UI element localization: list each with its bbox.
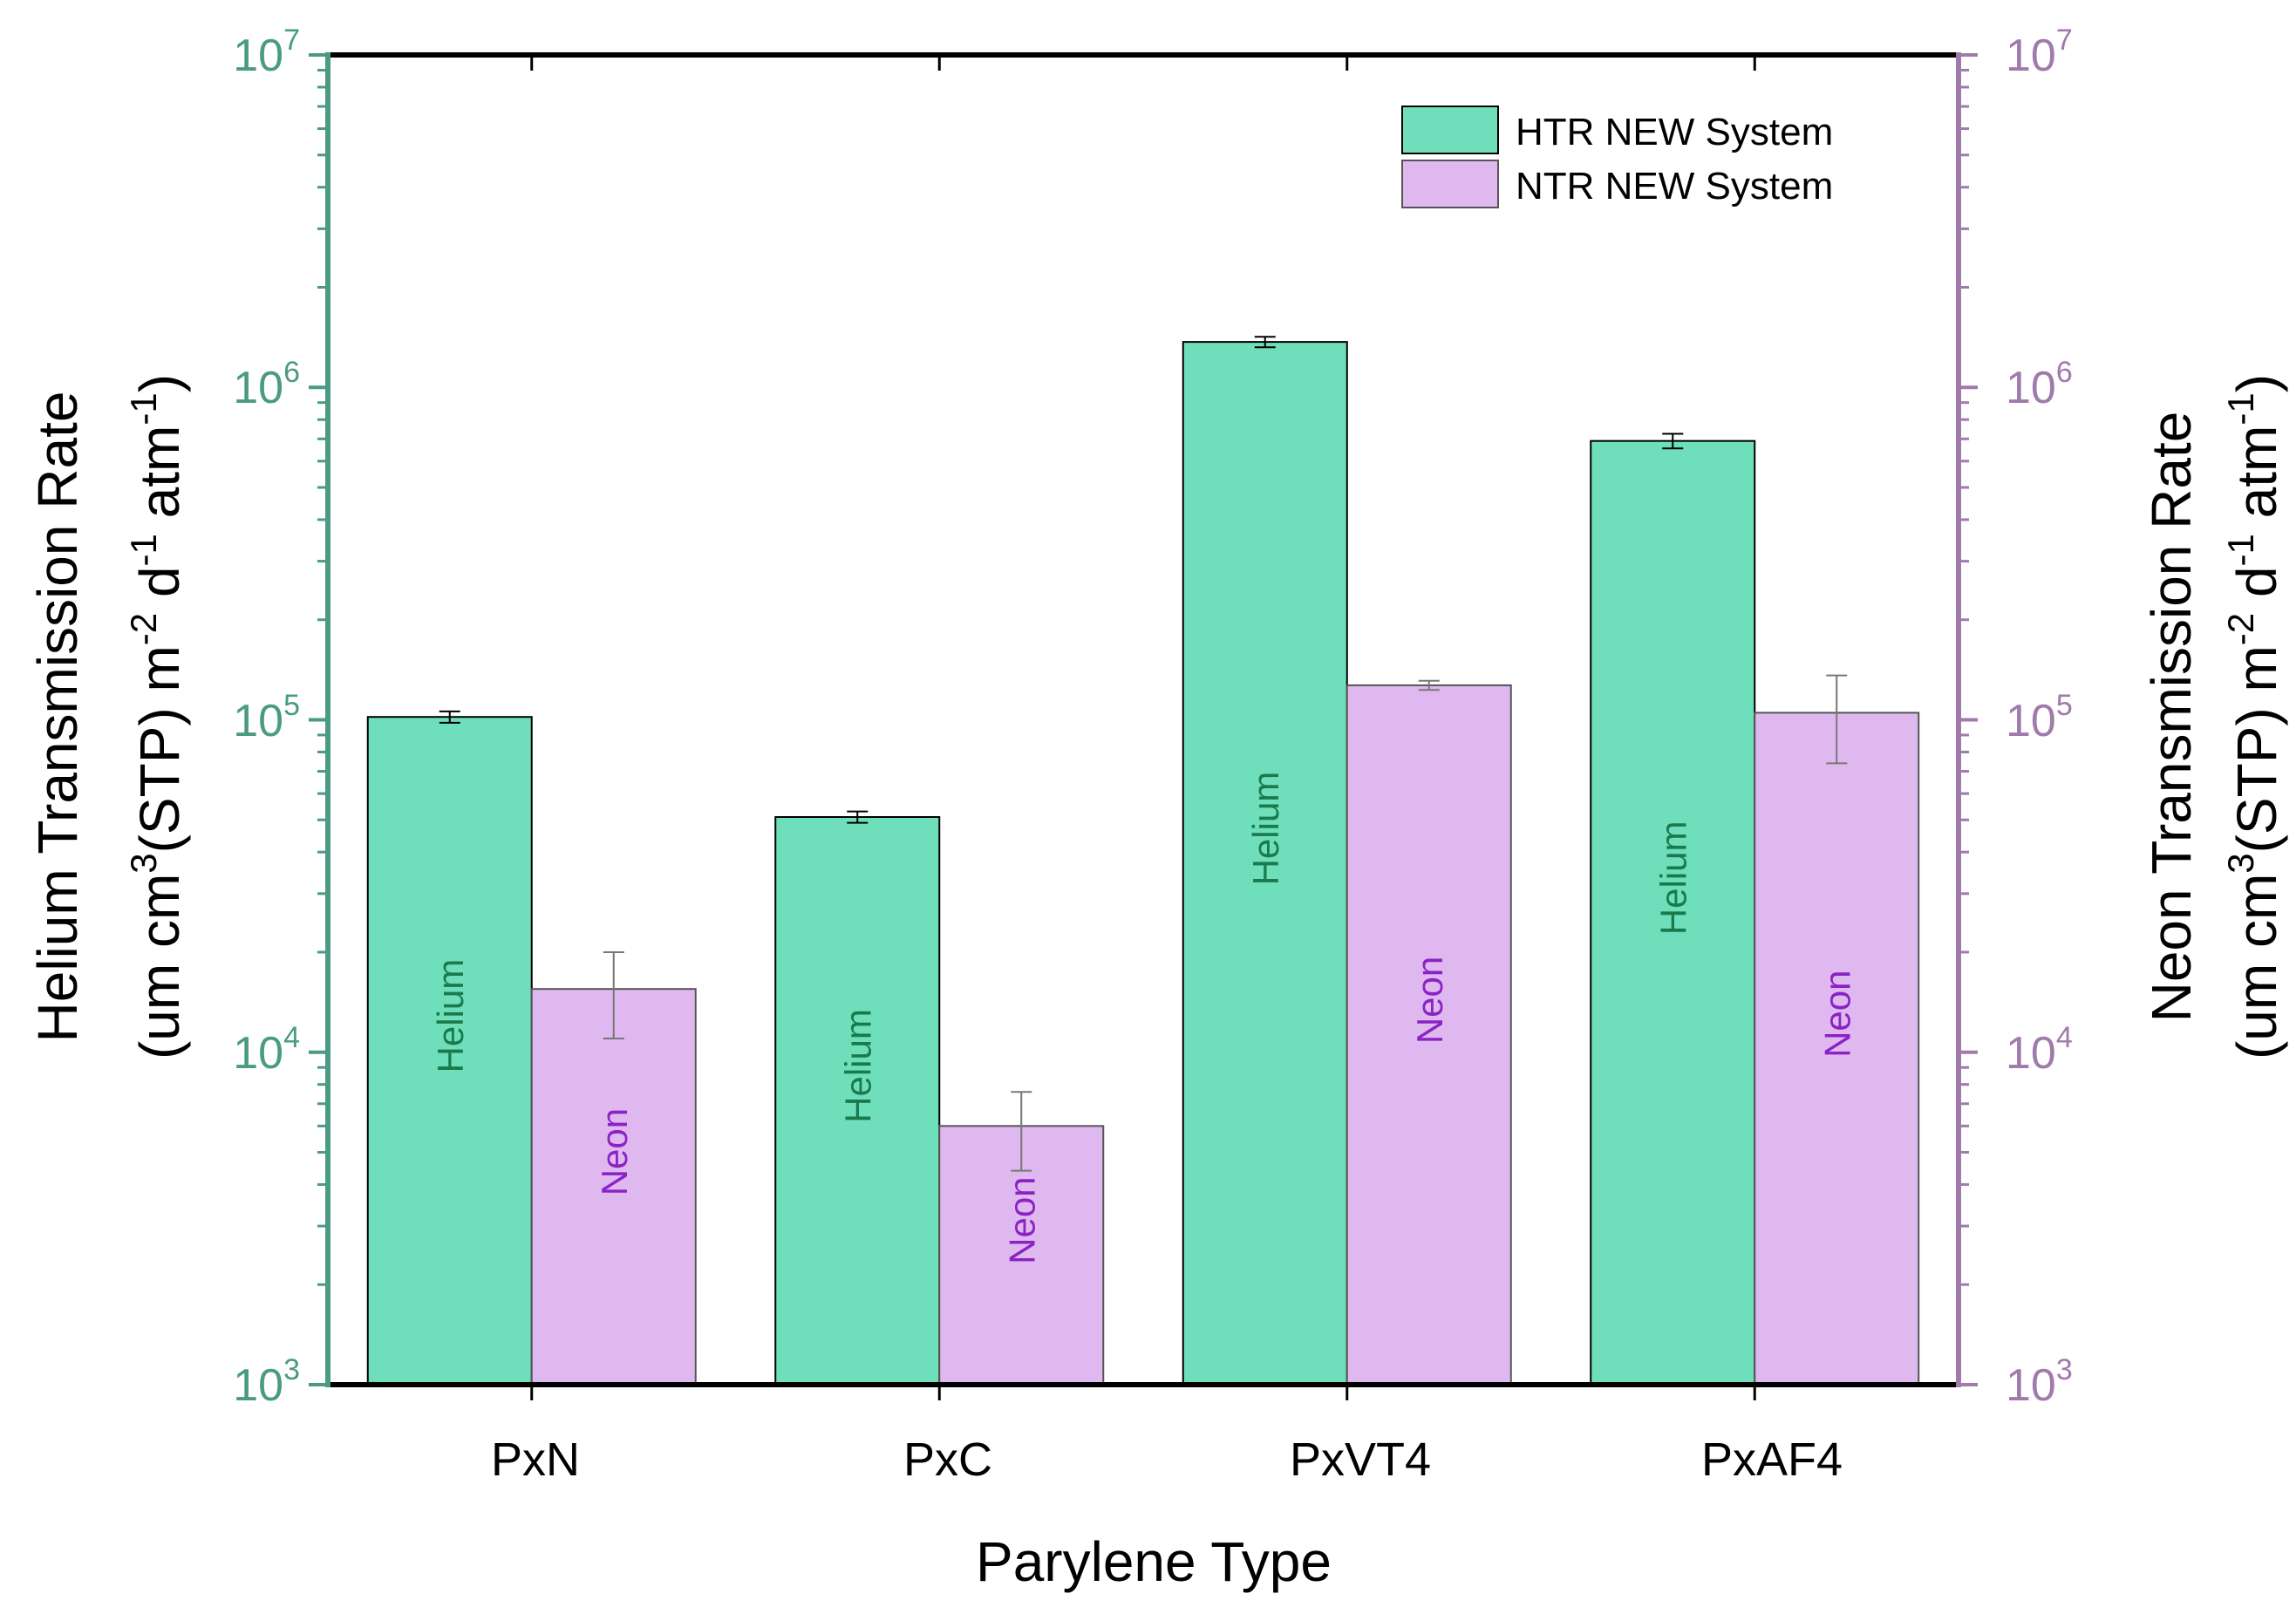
category-label-pxvt4: PxVT4 [1290, 1434, 1431, 1486]
bar-helium-pxaf4 [1590, 439, 1756, 1386]
error-bar-neon-pxn [603, 950, 624, 1039]
bar-label-helium-pxaf4: Helium [1652, 821, 1693, 935]
category-label-pxaf4: PxAF4 [1701, 1434, 1843, 1486]
legend-swatch-ntr [1401, 160, 1499, 208]
bar-label-neon-pxvt4: Neon [1409, 957, 1450, 1044]
left-tick-label-100000: 105 [233, 689, 300, 746]
error-bar-helium-pxaf4 [1662, 432, 1684, 450]
bar-label-neon-pxaf4: Neon [1816, 970, 1857, 1058]
legend-label-htr: HTR NEW System [1516, 111, 1833, 153]
category-label-pxn: PxN [491, 1434, 580, 1486]
bar-neon-pxvt4 [1346, 684, 1512, 1386]
left-axis-title-line1: Helium Transmission Rate [26, 392, 89, 1043]
errorbars-layer [439, 336, 1848, 1172]
left-tick-label-1000000: 106 [233, 356, 300, 413]
category-label-pxc: PxC [903, 1434, 992, 1486]
left-axis-title-line2: (um cm3(STP) m-2 d-1 atm-1) [123, 374, 191, 1059]
right-tick-label-100000: 105 [2006, 689, 2073, 746]
error-bar-neon-pxc [1011, 1091, 1032, 1172]
bar-label-neon-pxn: Neon [594, 1108, 635, 1195]
ticks-layer [309, 53, 1978, 1400]
legend: HTR NEW System NTR NEW System [1401, 106, 1833, 208]
error-bar-helium-pxvt4 [1254, 336, 1276, 349]
left-tick-label-10000000: 107 [233, 24, 300, 81]
right-axis-title-line2: (um cm3(STP) m-2 d-1 atm-1) [2220, 374, 2288, 1059]
error-bar-helium-pxn [439, 710, 460, 724]
right-axis-title-line1: Neon Transmission Rate [2140, 412, 2203, 1023]
bar-neon-pxaf4 [1754, 712, 1920, 1386]
error-bar-neon-pxvt4 [1418, 679, 1440, 691]
x-axis-title: Parylene Type [976, 1530, 1332, 1593]
left-tick-label-10000: 104 [233, 1021, 300, 1079]
right-tick-label-1000000: 106 [2006, 356, 2073, 413]
bar-label-helium-pxvt4: Helium [1245, 772, 1286, 886]
bar-helium-pxvt4 [1182, 341, 1348, 1386]
bar-helium-pxn [366, 716, 533, 1386]
legend-swatch-htr [1401, 106, 1499, 154]
left-tick-label-1000: 103 [233, 1353, 300, 1411]
legend-label-ntr: NTR NEW System [1516, 165, 1833, 208]
right-tick-label-10000: 104 [2006, 1021, 2073, 1079]
right-tick-label-10000000: 107 [2006, 24, 2073, 81]
bar-label-helium-pxc: Helium [837, 1009, 878, 1123]
bars-layer [366, 341, 1920, 1386]
error-bar-helium-pxc [847, 810, 869, 824]
bar-neon-pxn [530, 988, 697, 1386]
error-bar-neon-pxaf4 [1826, 674, 1848, 765]
bar-label-helium-pxn: Helium [430, 959, 471, 1073]
bar-text-layer: Helium Neon Helium Neon Helium Neon Helium Neon [430, 772, 1858, 1264]
right-tick-label-1000: 103 [2006, 1353, 2073, 1411]
bar-label-neon-pxc: Neon [1001, 1176, 1042, 1263]
